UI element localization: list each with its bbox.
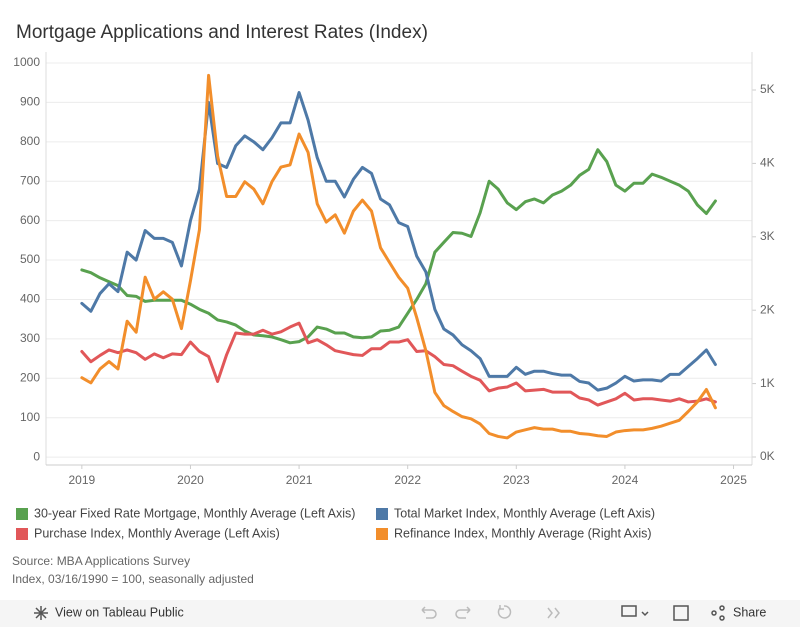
share-button[interactable]: Share — [733, 605, 766, 619]
legend-swatch — [16, 508, 28, 520]
y-tick-label: 800 — [20, 134, 40, 148]
y2-tick-label: 4K — [760, 156, 775, 170]
series-line — [80, 321, 717, 407]
y2-tick-label: 5K — [760, 82, 775, 96]
y2-tick-label: 1K — [760, 376, 775, 390]
undo-icon[interactable] — [421, 606, 437, 619]
x-tick-label: 2021 — [286, 473, 313, 487]
redo-icon[interactable] — [455, 606, 471, 619]
view-on-tableau-link[interactable]: View on Tableau Public — [55, 605, 184, 619]
x-tick-label: 2019 — [68, 473, 95, 487]
pause-icon[interactable] — [547, 607, 560, 619]
y-tick-label: 600 — [20, 213, 40, 227]
x-tick-label: 2023 — [503, 473, 530, 487]
chart-title: Mortgage Applications and Interest Rates… — [16, 22, 428, 43]
x-tick-label: 2024 — [612, 473, 639, 487]
legend-label: 30-year Fixed Rate Mortgage, Monthly Ave… — [34, 506, 355, 520]
y-tick-label: 400 — [20, 292, 40, 306]
y-tick-label: 1000 — [13, 55, 40, 69]
y2-tick-label: 3K — [760, 229, 775, 243]
x-tick-label: 2022 — [394, 473, 421, 487]
download-menu[interactable] — [641, 611, 649, 617]
share-icon-node — [719, 615, 725, 621]
series-line — [80, 73, 717, 440]
fullscreen-icon[interactable] — [673, 605, 689, 621]
y-tick-label: 300 — [20, 331, 40, 345]
source-note: Source: MBA Applications Survey — [12, 554, 190, 568]
tableau-icon[interactable] — [34, 606, 48, 620]
y-tick-label: 700 — [20, 173, 40, 187]
plot-background — [38, 52, 752, 465]
y2-tick-label: 0K — [760, 449, 775, 463]
legend-label: Total Market Index, Monthly Average (Lef… — [394, 506, 655, 520]
legend-swatch — [376, 508, 388, 520]
y-tick-label: 900 — [20, 95, 40, 109]
share-icon-node — [719, 605, 725, 611]
legend-swatch — [16, 528, 28, 540]
y-tick-label: 0 — [33, 449, 40, 463]
x-tick-label: 2020 — [177, 473, 204, 487]
y-tick-label: 100 — [20, 410, 40, 424]
source-note: Index, 03/16/1990 = 100, seasonally adju… — [12, 572, 254, 586]
toolbar-actions — [621, 605, 725, 621]
share-icon[interactable] — [711, 610, 717, 616]
y-tick-label: 500 — [20, 252, 40, 266]
plot-area — [38, 52, 752, 465]
toolbar-icons — [421, 605, 560, 619]
download-icon[interactable] — [621, 605, 637, 617]
revert-icon[interactable] — [497, 605, 512, 619]
legend-label: Purchase Index, Monthly Average (Left Ax… — [34, 526, 280, 540]
y2-tick-label: 2K — [760, 302, 775, 316]
series-line — [80, 91, 717, 392]
toolbar — [0, 600, 800, 627]
legend-swatch — [376, 528, 388, 540]
y-tick-label: 200 — [20, 370, 40, 384]
legend-label: Refinance Index, Monthly Average (Right … — [394, 526, 652, 540]
x-tick-label: 2025 — [720, 473, 747, 487]
